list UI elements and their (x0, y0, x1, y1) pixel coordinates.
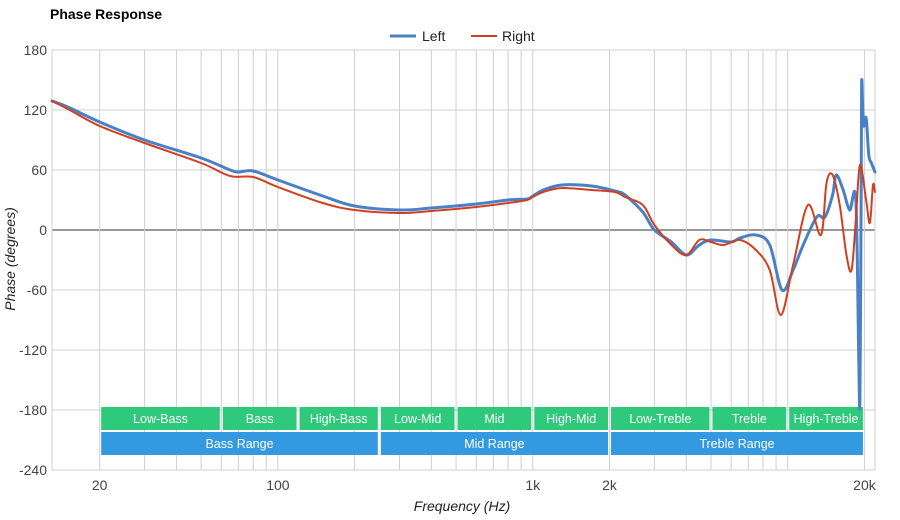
band-label: Low-Treble (629, 412, 691, 426)
band-low-treble (611, 407, 710, 430)
y-tick-label: 0 (39, 222, 47, 238)
band-bass-range (101, 432, 378, 455)
series-line-left (50, 78, 877, 411)
x-tick-label: 2k (602, 477, 618, 493)
band-label: Low-Bass (133, 412, 188, 426)
band-mid-range (380, 432, 609, 455)
x-axis-title: Frequency (Hz) (414, 498, 510, 514)
band-label: Mid (484, 412, 504, 426)
gridlines (51, 49, 876, 471)
y-tick-label: 120 (24, 102, 48, 118)
y-tick-label: -120 (19, 342, 47, 358)
series-line-right (51, 100, 876, 317)
series-lines (50, 78, 877, 411)
x-tick-label: 20k (853, 477, 877, 493)
band-high-treble (789, 407, 863, 430)
band-label: High-Mid (546, 412, 596, 426)
band-label: Bass (246, 412, 274, 426)
band-high-mid (534, 407, 609, 430)
band-label: Treble Range (699, 437, 774, 451)
band-low-mid (380, 407, 455, 430)
legend[interactable]: Left Right (390, 28, 535, 44)
y-tick-label: -240 (19, 462, 47, 478)
band-treble (712, 407, 787, 430)
band-label: Mid Range (464, 437, 524, 451)
y-tick-label: -180 (19, 402, 47, 418)
band-bass (222, 407, 297, 430)
band-mid (457, 407, 532, 430)
x-tick-label: 1k (525, 477, 541, 493)
y-tick-label: -60 (27, 282, 47, 298)
legend-label-right[interactable]: Right (502, 28, 535, 44)
band-treble-range (611, 432, 863, 455)
band-label: High-Bass (310, 412, 368, 426)
band-high-bass (299, 407, 378, 430)
legend-label-left[interactable]: Left (422, 28, 445, 44)
y-tick-label: 60 (31, 162, 47, 178)
band-label: Bass Range (205, 437, 273, 451)
x-tick-label: 20 (92, 477, 108, 493)
y-tick-label: 180 (24, 42, 48, 58)
chart-title: Phase Response (50, 6, 162, 22)
frequency-bands: Low-Bass Bass High-Bass Low-Mid Mid High-Mid L… (101, 407, 863, 455)
y-axis-title: Phase (degrees) (2, 207, 18, 311)
band-low-bass (101, 407, 220, 430)
band-label: High-Treble (794, 412, 859, 426)
band-label: Low-Mid (394, 412, 441, 426)
axis-ticks: 180 120 60 0 -60 -120 -180 -240 20 100 1k 2k 20k (19, 42, 877, 493)
band-label: Treble (732, 412, 767, 426)
x-tick-label: 100 (266, 477, 290, 493)
